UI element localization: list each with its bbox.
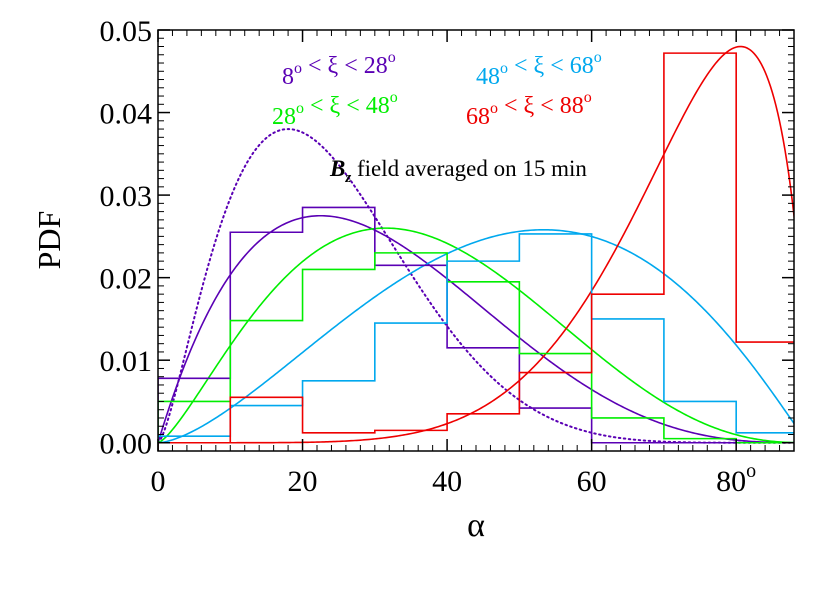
legend-entry-2: 48o < ξ < 68o [476,49,602,90]
chart-histograms [158,52,794,451]
chart-annotation: Bz field averaged on 15 min [329,156,587,186]
x-tick-label-1: 20 [288,465,318,498]
y-tick-label-2: 0.02 [100,263,153,296]
legend-entry-3: 68o < ξ < 88o [466,89,592,130]
legend-text: < ξ < 28 [302,53,388,79]
y-tick-label-1: 0.01 [100,345,153,378]
y-axis-label: PDF [31,211,67,270]
legend-text: < ξ < 88 [498,93,584,119]
y-tick-label-5: 0.05 [100,15,153,48]
legend-degree: o [294,60,302,77]
x-tick-label-0: 0 [151,465,166,498]
legend-entry-0: 8o < ξ < 28o [282,49,396,90]
legend-degree: o [390,89,398,106]
legend-degree: o [490,100,498,117]
legend-text: < ξ < 48 [304,93,390,119]
x-tick-label-2: 40 [432,465,462,498]
x-tick-label-3: 60 [577,465,607,498]
legend-text: 68 [466,104,490,130]
histogram-3 [158,52,794,451]
x-tick-label-degree: o [746,460,756,482]
annotation-text: field averaged on 15 min [351,156,587,181]
x-tick-label-4: 80o [716,460,756,498]
fit-curve-3 [158,45,794,444]
legend-degree: o [584,89,592,106]
fit-curve-2 [158,228,794,444]
fit-curve-0 [158,214,794,444]
legend-text: 48 [476,64,500,90]
fit-curve-1 [158,227,794,444]
y-tick-label-4: 0.04 [100,98,153,131]
legend-degree: o [594,49,602,66]
legend-text: 28 [272,104,296,130]
legend-degree: o [388,49,396,66]
annotation-sub: z [344,170,351,186]
legend-degree: o [296,100,304,117]
legend-degree: o [500,60,508,77]
plot-frame [157,29,795,452]
y-tick-label-0: 0.00 [100,428,153,461]
legend-text: 8 [282,64,294,90]
legend-entry-1: 28o < ξ < 48o [272,89,398,130]
axis-ticks: 0 20 40 60 80o 0.00 0.01 0.02 0.03 0.04 0.05 [100,15,795,498]
histogram-2 [158,233,794,451]
legend-text: < ξ < 68 [508,53,594,79]
annotation-bold: B [329,156,345,181]
y-tick-label-3: 0.03 [100,180,153,213]
x-axis-label: α [467,507,485,544]
